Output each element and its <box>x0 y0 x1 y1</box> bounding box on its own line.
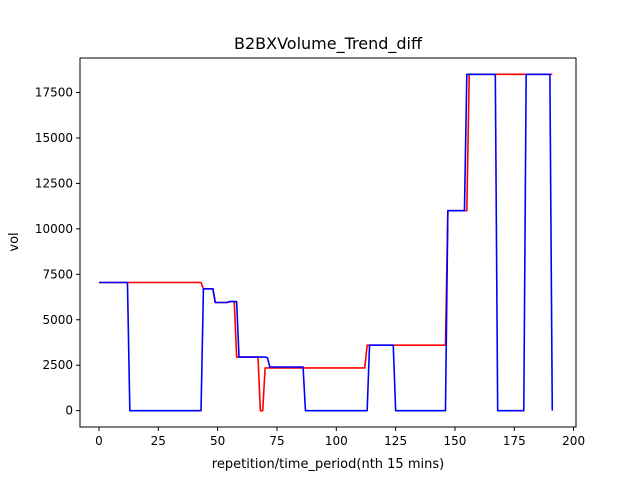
x-tick-label: 50 <box>210 434 225 448</box>
y-tick-label: 0 <box>65 404 73 418</box>
x-tick-label: 0 <box>95 434 103 448</box>
y-axis-ticks: 0 2500 5000 7500 10000 12500 15000 17500 <box>35 86 80 418</box>
y-tick-label: 17500 <box>35 86 73 100</box>
x-axis-ticks: 0 25 50 75 100 125 150 175 200 <box>95 427 585 448</box>
y-tick-label: 2500 <box>42 358 73 372</box>
axes-frame <box>79 57 577 428</box>
y-tick-label: 7500 <box>42 267 73 281</box>
series-1-line <box>98 73 554 412</box>
x-tick-label: 75 <box>269 434 284 448</box>
x-tick-label: 200 <box>562 434 585 448</box>
series-layer <box>98 73 554 412</box>
x-axis-label: repetition/time_period(nth 15 mins) <box>212 457 444 472</box>
x-tick-label: 25 <box>151 434 166 448</box>
chart-title: B2BXVolume_Trend_diff <box>234 34 423 54</box>
y-tick-label: 12500 <box>35 176 73 190</box>
y-tick-label: 10000 <box>35 222 73 236</box>
series-0-line <box>98 73 553 412</box>
x-tick-label: 175 <box>503 434 526 448</box>
plot-area <box>79 57 577 428</box>
y-tick-label: 5000 <box>42 313 73 327</box>
x-tick-label: 150 <box>444 434 467 448</box>
y-axis-label: vol <box>7 232 22 251</box>
x-tick-label: 125 <box>384 434 407 448</box>
x-tick-label: 100 <box>325 434 348 448</box>
y-tick-label: 15000 <box>35 131 73 145</box>
